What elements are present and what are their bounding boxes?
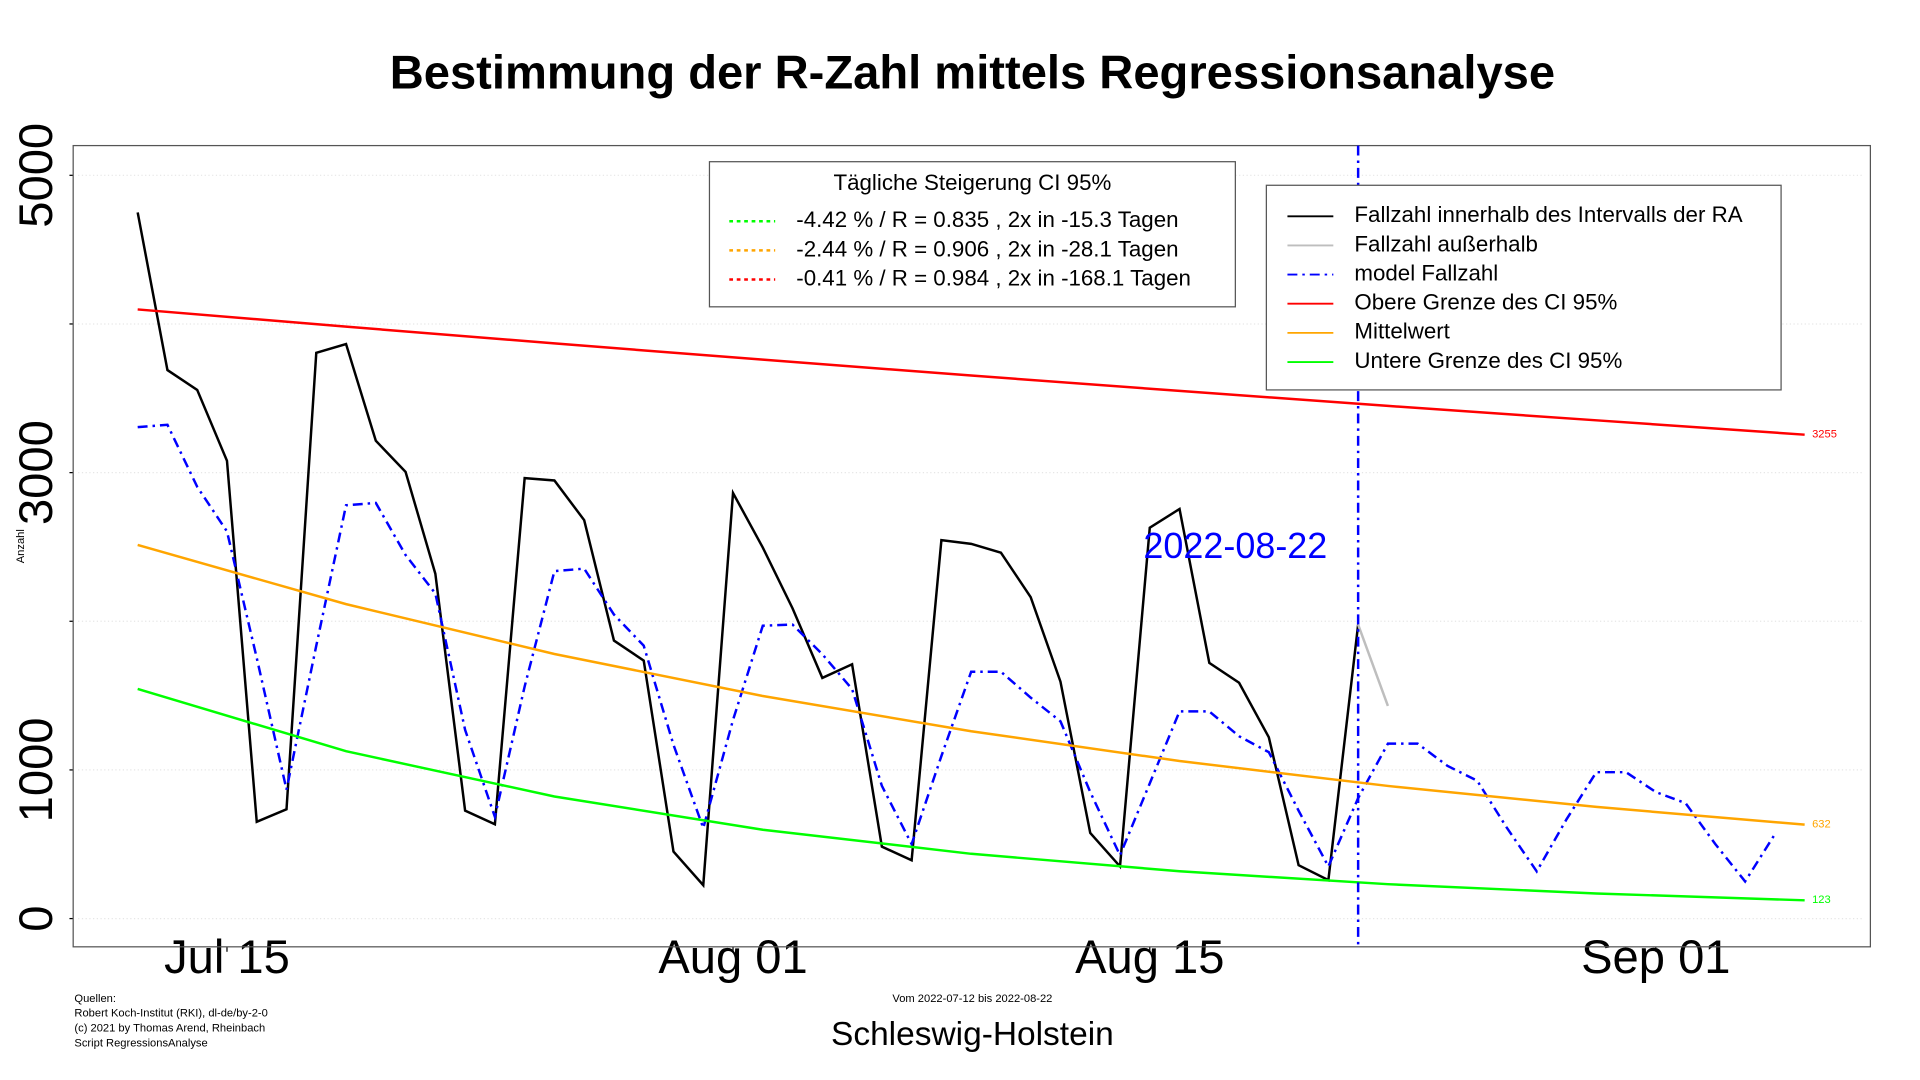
series-line: [137, 308, 1805, 436]
ci-legend-title: Tägliche Steigerung CI 95%: [833, 170, 1111, 195]
y-axis-label: Anzahl: [15, 529, 27, 563]
legend-label: Fallzahl außerhalb: [1354, 231, 1538, 256]
legend-label: Fallzahl innerhalb des Intervalls der RA: [1354, 202, 1742, 227]
end-label: 123: [1812, 894, 1831, 906]
series-line: [136, 212, 1360, 889]
legend-label: model Fallzahl: [1354, 260, 1498, 285]
series-line: [137, 543, 1805, 826]
subtitle: Vom 2022-07-12 bis 2022-08-22: [892, 993, 1052, 1005]
ci-legend-box: [708, 161, 1236, 308]
end-label: 632: [1812, 819, 1831, 831]
ci-legend-text: -2.44 % / R = 0.906 , 2x in -28.1 Tagen: [796, 236, 1178, 261]
series-line: [137, 687, 1805, 902]
legend-box: [1265, 184, 1782, 391]
series-line: [137, 423, 1776, 884]
x-tick-label: Aug 01: [658, 930, 807, 983]
end-label: 3255: [1812, 429, 1837, 441]
ci-legend-text: -0.41 % / R = 0.984 , 2x in -168.1 Tagen: [796, 265, 1191, 290]
date-marker-label: 2022-08-22: [1143, 525, 1327, 566]
series-line: [1356, 624, 1390, 707]
source-line: Robert Koch-Institut (RKI), dl-de/by-2-0: [74, 1008, 267, 1020]
y-tick-label: 5000: [9, 123, 62, 228]
y-tick-label: 0: [9, 905, 62, 931]
source-line: Quellen:: [74, 993, 116, 1005]
ci-legend-text: -4.42 % / R = 0.835 , 2x in -15.3 Tagen: [796, 207, 1178, 232]
legend-label: Mittelwert: [1354, 319, 1450, 344]
x-axis-label: Schleswig-Holstein: [831, 1016, 1114, 1053]
y-tick-label: 3000: [9, 420, 62, 525]
y-tick-label: 1000: [9, 718, 62, 823]
legend-label: Obere Grenze des CI 95%: [1354, 290, 1617, 315]
chart-title: Bestimmung der R-Zahl mittels Regression…: [390, 46, 1555, 99]
x-tick-label: Aug 15: [1075, 930, 1224, 983]
plot-frame: [72, 144, 1872, 948]
source-line: (c) 2021 by Thomas Arend, Rheinbach: [74, 1023, 265, 1035]
legend-label: Untere Grenze des CI 95%: [1354, 348, 1622, 373]
x-tick-label: Sep 01: [1581, 930, 1730, 983]
x-tick-label: Jul 15: [164, 930, 290, 983]
source-line: Script RegressionsAnalyse: [74, 1038, 207, 1050]
